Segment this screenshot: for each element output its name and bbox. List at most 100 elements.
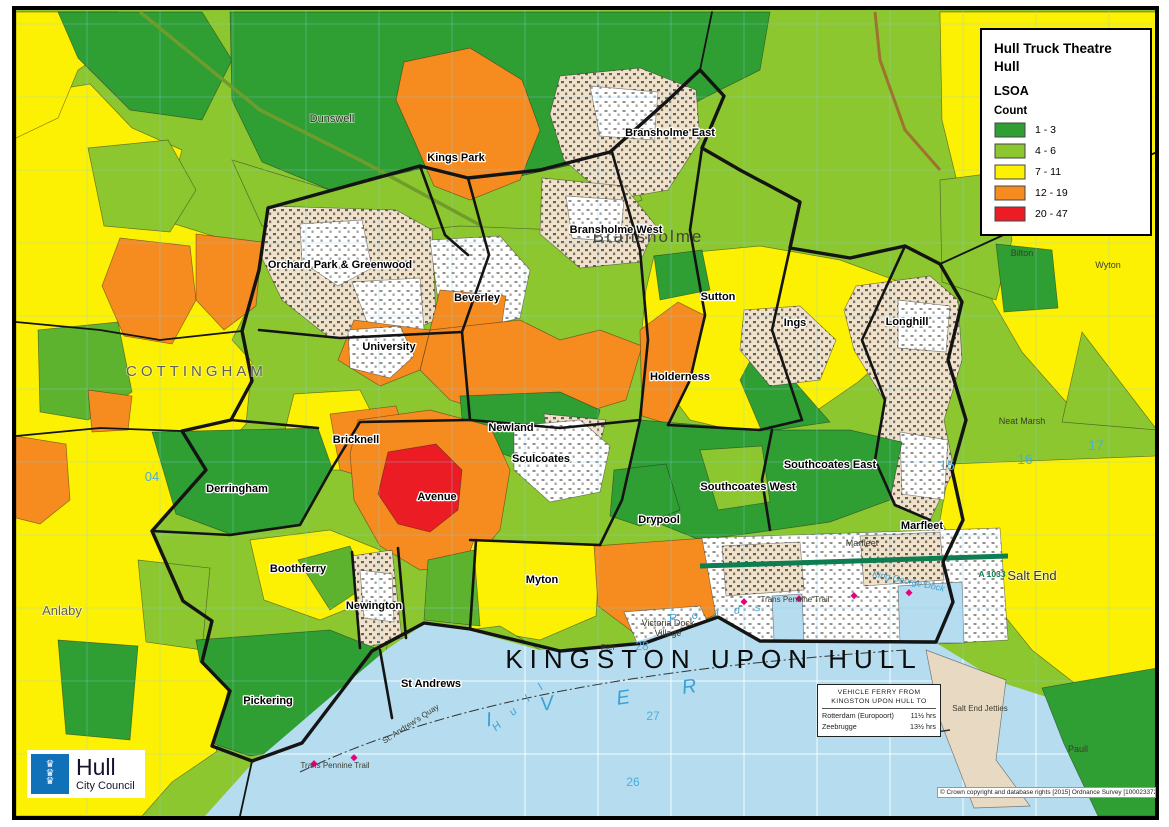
river-humber bbox=[205, 618, 1130, 816]
grid-number: 17 bbox=[1088, 437, 1104, 453]
ward-boundary bbox=[666, 418, 804, 432]
ferry-route-row: Rotterdam (Europoort) 11½ hrs bbox=[822, 711, 936, 722]
ferry-route-name: Zeebrugge bbox=[822, 722, 857, 732]
ward-label: University bbox=[362, 341, 416, 353]
ward-label: Bransholme West bbox=[570, 224, 663, 236]
ward-label: Bransholme East bbox=[625, 127, 715, 139]
lsoa-region bbox=[721, 541, 805, 597]
grid-number: 28 bbox=[635, 639, 649, 653]
parish-boundary bbox=[16, 427, 183, 437]
ward-label: Southcoates East bbox=[784, 459, 877, 471]
ward-label: Beverley bbox=[454, 292, 501, 304]
ward-boundary bbox=[468, 538, 602, 547]
ward-boundary bbox=[350, 550, 362, 650]
place-label: Paull bbox=[1068, 744, 1088, 754]
lsoa-region bbox=[423, 549, 481, 627]
legend-item-label: 7 - 11 bbox=[1035, 166, 1062, 179]
roads bbox=[138, 10, 1009, 768]
shipping-channel-line bbox=[299, 649, 906, 773]
lsoa-region bbox=[57, 639, 139, 741]
place-label: Wyton bbox=[1095, 260, 1120, 270]
legend-item: 1 - 3 bbox=[994, 122, 1140, 138]
legend-item: 20 - 47 bbox=[994, 206, 1140, 222]
three-crowns-shield-icon: ♛ ♛ ♛ bbox=[31, 754, 69, 794]
ferry-header-line1: VEHICLE FERRY FROM bbox=[837, 689, 921, 696]
legend-item: 4 - 6 bbox=[994, 143, 1140, 159]
grid-number: 04 bbox=[145, 469, 159, 484]
logo-text: Hull City Council bbox=[76, 756, 135, 793]
lsoa-region bbox=[195, 233, 263, 331]
road-label: A 1033 bbox=[978, 569, 1005, 579]
dock-basin bbox=[897, 581, 965, 644]
lsoa-region bbox=[137, 559, 211, 651]
ward-label: Derringham bbox=[206, 483, 268, 495]
ferry-route-time: 13½ hrs bbox=[910, 722, 936, 732]
ward-boundaries bbox=[16, 11, 1155, 816]
place-label: Salt End Jetties bbox=[952, 704, 1008, 713]
ferry-header-line2: KINGSTON UPON HULL TO bbox=[831, 698, 927, 706]
ward-label: Longhill bbox=[886, 316, 929, 328]
lsoa-region bbox=[897, 299, 951, 353]
ward-label: Newington bbox=[346, 600, 402, 612]
ward-boundary bbox=[330, 418, 472, 470]
place-label: Bilton bbox=[1011, 248, 1034, 258]
legend-swatch bbox=[994, 122, 1026, 138]
legend-item-label: 4 - 6 bbox=[1035, 145, 1057, 158]
place-label: Salt End bbox=[1007, 568, 1056, 583]
ward-boundary bbox=[257, 328, 464, 340]
ward-label: Bricknell bbox=[333, 434, 379, 446]
legend: Hull Truck Theatre Hull LSOA Count 1 - 3… bbox=[980, 28, 1152, 237]
ward-label: Pickering bbox=[243, 695, 293, 707]
ward-label: Newland bbox=[488, 422, 533, 434]
ward-label: Sculcoates bbox=[512, 453, 570, 465]
lsoa-region bbox=[16, 435, 71, 525]
legend-swatch bbox=[994, 164, 1026, 180]
legend-title-line2: Hull bbox=[994, 58, 1020, 74]
grid-number: 15 bbox=[939, 457, 955, 473]
trail-markers bbox=[310, 589, 913, 768]
legend-swatch bbox=[994, 206, 1026, 222]
city-boundary bbox=[150, 68, 968, 763]
place-label: Neat Marsh bbox=[999, 416, 1046, 426]
place-label: Marfleet bbox=[846, 538, 879, 548]
map-border bbox=[12, 6, 1159, 820]
ward-label: Kings Park bbox=[427, 152, 485, 164]
water-label: R bbox=[680, 675, 697, 699]
ward-boundary bbox=[770, 246, 804, 422]
lsoa-region bbox=[101, 237, 197, 345]
lsoa-region bbox=[87, 139, 197, 233]
ward-boundary bbox=[229, 418, 320, 430]
hull-city-council-logo: ♛ ♛ ♛ Hull City Council bbox=[27, 750, 145, 798]
lsoa-region bbox=[347, 325, 415, 379]
lsoa-region bbox=[565, 195, 625, 243]
legend-item-label: 1 - 3 bbox=[1035, 124, 1057, 137]
ward-boundary bbox=[150, 466, 334, 537]
water-label: I bbox=[484, 709, 494, 732]
ward-label: Orchard Park & Greenwood bbox=[268, 259, 412, 271]
lsoa-region bbox=[359, 569, 395, 623]
legend-title: Hull Truck Theatre Hull bbox=[994, 40, 1140, 75]
ward-boundary bbox=[860, 244, 932, 522]
ward-boundary bbox=[418, 164, 470, 257]
region-kings-park bbox=[395, 47, 541, 201]
ward-boundary bbox=[378, 648, 394, 720]
legend-item: 7 - 11 bbox=[994, 164, 1140, 180]
lsoa-region bbox=[299, 219, 373, 287]
ward-label: Drypool bbox=[638, 514, 680, 526]
ward-label: Ings bbox=[784, 317, 807, 329]
place-label: COTTINGHAM bbox=[126, 363, 267, 380]
ward-label: St Andrews bbox=[401, 678, 461, 690]
map-labels: Bransholme COTTINGHAM Dunswell Anlaby Sa… bbox=[41, 112, 1120, 789]
ward-label: Avenue bbox=[417, 491, 456, 503]
region-sculcoates bbox=[513, 419, 611, 503]
crown-icon: ♛ bbox=[45, 776, 55, 788]
legend-item-label: 12 - 19 bbox=[1035, 187, 1068, 200]
ferry-route-row: Zeebrugge 13½ hrs bbox=[822, 722, 936, 733]
ward-boundary bbox=[460, 176, 491, 422]
region-avenue-red bbox=[377, 443, 463, 533]
ward-label: Myton bbox=[526, 574, 559, 586]
lsoa-region bbox=[699, 445, 771, 511]
grid-number: 27 bbox=[646, 709, 660, 723]
